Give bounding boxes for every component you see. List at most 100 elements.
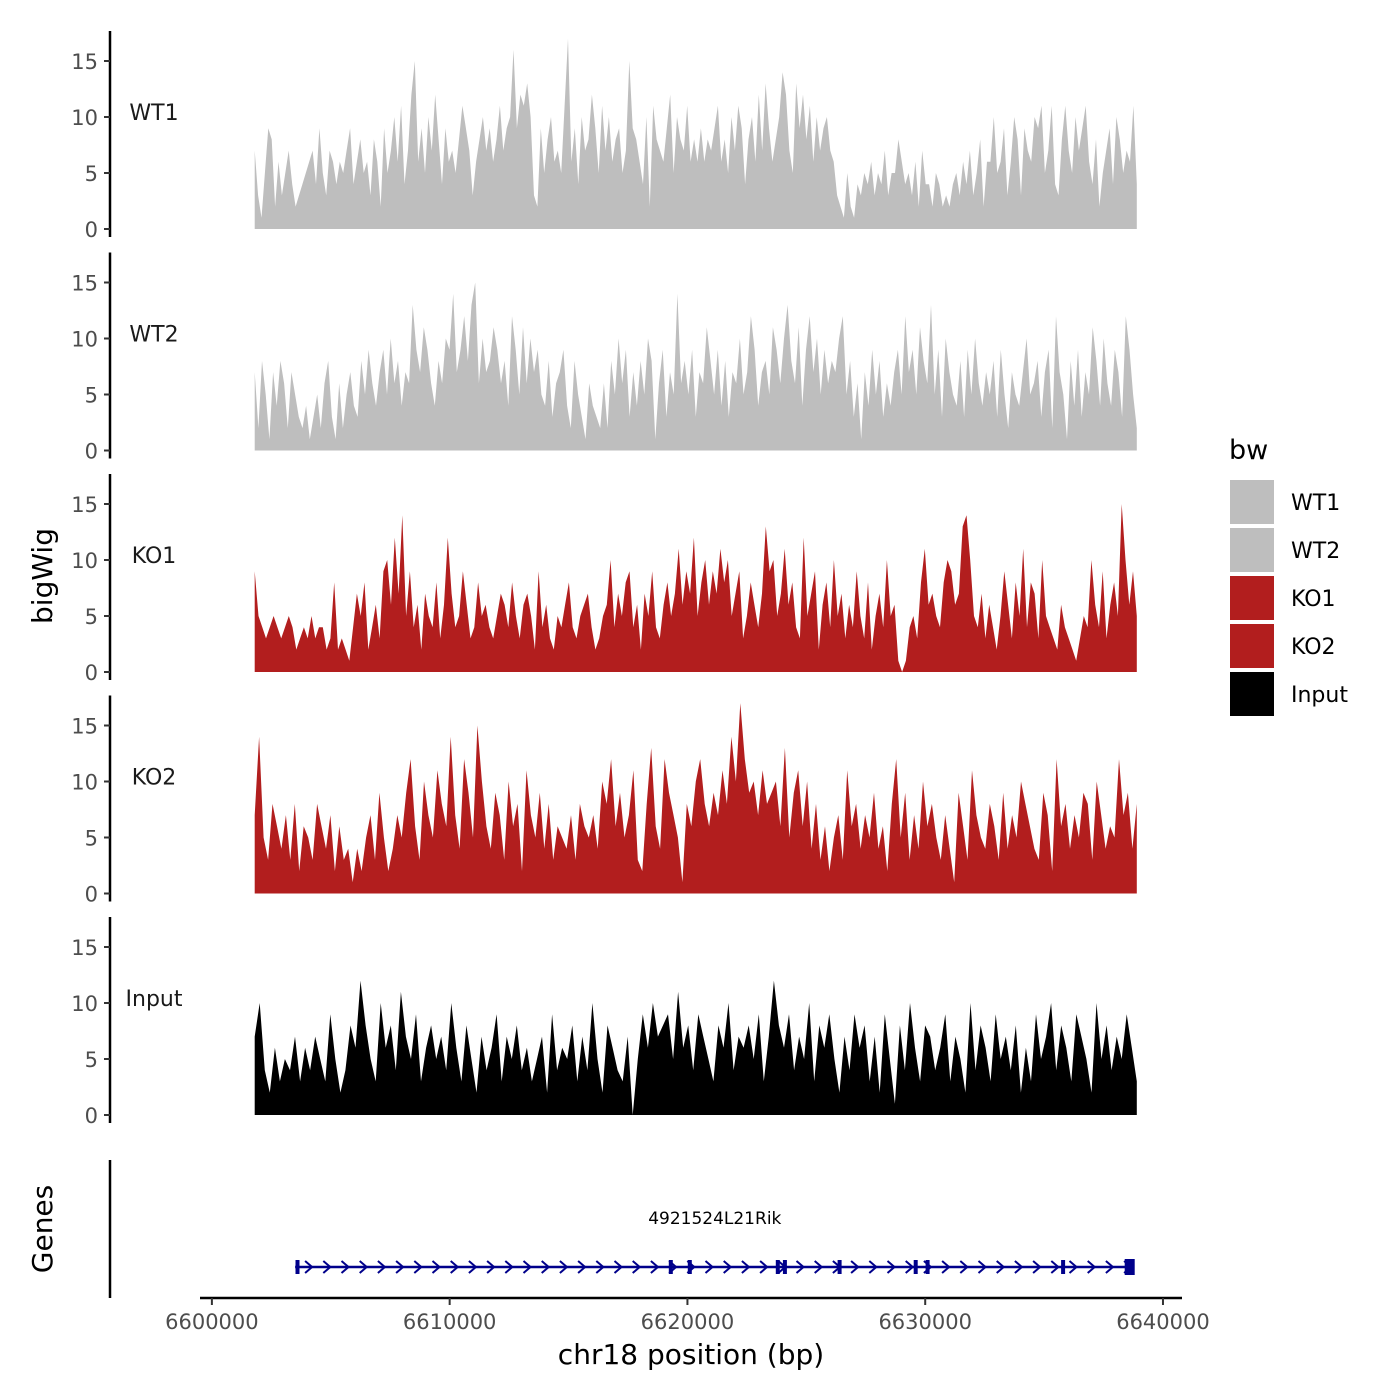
legend: bw WT1 WT2 KO1 KO2 Input: [1229, 435, 1348, 716]
x-axis-title: chr18 position (bp): [558, 1338, 824, 1371]
strand-arrow: [577, 1260, 587, 1274]
y-tick-label: 10: [71, 549, 98, 573]
track-ko2: 0 5 10 15 KO2: [71, 695, 1137, 907]
y-tick-label: 0: [85, 661, 98, 685]
exon-mark: [668, 1260, 673, 1274]
strand-arrow: [504, 1260, 514, 1274]
strand-arrow: [650, 1260, 660, 1274]
strand-arrow: [522, 1260, 533, 1274]
track-ko1: 0 5 10 15 KO1: [71, 474, 1137, 685]
y-tick-label: 15: [71, 50, 98, 74]
exon-mark: [295, 1260, 300, 1274]
strand-arrow: [886, 1260, 897, 1274]
strand-arrow: [340, 1260, 351, 1274]
y-tick-label: 5: [85, 605, 98, 629]
strand-arrow: [795, 1260, 806, 1274]
track-wt1: 0 5 10 15 WT1: [71, 31, 1137, 242]
signal-tracks: 0 5 10 15 WT1 0 5 10 15 WT2 0 5 10 15 KO1 0 5 10 15 KO2 0 5 10…: [71, 31, 1137, 1128]
strand-arrow: [759, 1260, 769, 1274]
strand-arrow: [1032, 1260, 1042, 1274]
exon-mark: [775, 1260, 780, 1274]
x-tick-label: 6610000: [403, 1310, 497, 1334]
x-tick-label: 6620000: [641, 1310, 735, 1334]
legend-label-ko1: KO1: [1291, 587, 1336, 612]
strand-arrow: [559, 1260, 569, 1274]
strand-arrow: [359, 1260, 369, 1274]
y-tick-label: 10: [71, 328, 98, 352]
y-tick-label: 15: [71, 272, 98, 296]
strand-arrow: [814, 1260, 824, 1274]
track-label: KO1: [132, 544, 177, 569]
strand-arrow: [723, 1260, 733, 1274]
legend-label-wt2: WT2: [1291, 539, 1340, 564]
signal-area-input: [254, 980, 1137, 1115]
legend-label-wt1: WT1: [1291, 491, 1340, 516]
strand-arrow: [632, 1260, 642, 1274]
track-label: Input: [126, 987, 183, 1012]
strand-arrow: [941, 1260, 951, 1274]
strand-arrow: [595, 1260, 605, 1274]
legend-swatch-wt2: [1230, 528, 1274, 572]
track-label: WT1: [129, 101, 178, 126]
strand-arrow: [905, 1260, 915, 1274]
gene-track-title: Genes: [26, 1185, 59, 1273]
y-tick-label: 5: [85, 384, 98, 408]
y-tick-label: 10: [71, 106, 98, 130]
y-tick-label: 15: [71, 715, 98, 739]
y-tick-label: 10: [71, 771, 98, 795]
y-tick-label: 15: [71, 493, 98, 517]
x-tick-label: 6600000: [165, 1310, 259, 1334]
track-input: 0 5 10 15 Input: [71, 917, 1137, 1128]
strand-arrow: [486, 1260, 496, 1274]
legend-swatch-wt1: [1230, 480, 1274, 524]
signal-area-ko1: [254, 504, 1137, 672]
legend-label-input: Input: [1291, 683, 1348, 708]
track-label: KO2: [132, 766, 177, 791]
exon-mark: [687, 1260, 692, 1274]
strand-arrow: [377, 1260, 387, 1274]
strand-arrow: [1087, 1260, 1097, 1274]
exon-mark: [837, 1260, 842, 1274]
legend-swatch-input: [1230, 672, 1274, 716]
exon-mark: [1124, 1259, 1135, 1275]
y-tick-label: 15: [71, 936, 98, 960]
legend-title: bw: [1229, 435, 1268, 466]
strand-arrow: [850, 1260, 860, 1274]
gene-name-label: 4921524L21Rik: [648, 1209, 781, 1229]
exon-mark: [782, 1260, 787, 1274]
x-axis: 6600000 6610000 6620000 6630000 6640000: [165, 1296, 1210, 1334]
y-tick-label: 5: [85, 1048, 98, 1072]
track-label: WT2: [129, 323, 178, 348]
strand-arrow: [868, 1260, 878, 1274]
exon-mark: [925, 1260, 930, 1274]
legend-swatch-ko2: [1230, 624, 1274, 668]
y-tick-label: 0: [85, 218, 98, 242]
strand-arrow: [613, 1260, 624, 1274]
strand-arrow: [322, 1260, 332, 1274]
strand-arrow: [1014, 1260, 1024, 1274]
strand-arrow: [1105, 1260, 1115, 1274]
exon-mark: [1061, 1260, 1066, 1274]
strand-arrow: [1068, 1260, 1079, 1274]
strand-arrow: [395, 1260, 405, 1274]
x-tick-label: 6640000: [1116, 1310, 1210, 1334]
strand-arrow: [468, 1260, 478, 1274]
strand-arrow: [431, 1260, 442, 1274]
legend-swatch-ko1: [1230, 576, 1274, 620]
strand-arrow: [450, 1260, 460, 1274]
y-tick-label: 0: [85, 440, 98, 464]
strand-arrow: [304, 1260, 314, 1274]
x-tick-label: 6630000: [878, 1310, 972, 1334]
y-tick-label: 5: [85, 162, 98, 186]
y-tick-label: 5: [85, 827, 98, 851]
y-tick-label: 10: [71, 992, 98, 1016]
strand-arrow: [413, 1260, 423, 1274]
signal-area-wt2: [254, 282, 1137, 451]
y-tick-label: 0: [85, 883, 98, 907]
strand-arrow: [977, 1260, 988, 1274]
legend-label-ko2: KO2: [1291, 635, 1336, 660]
signal-area-wt1: [254, 38, 1137, 229]
strand-arrow: [541, 1260, 551, 1274]
strand-arrow: [959, 1260, 969, 1274]
